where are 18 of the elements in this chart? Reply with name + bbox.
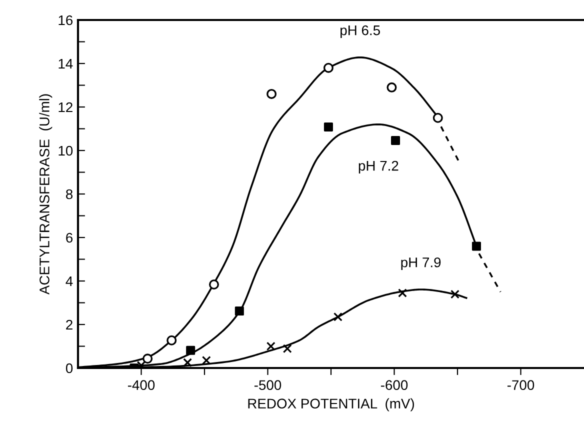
- y-tick-label: 16: [58, 15, 73, 26]
- y-tick-label: 0: [66, 363, 73, 374]
- y-tick-label: 2: [66, 320, 72, 330]
- series-label: pH 6.5: [340, 25, 380, 38]
- y-tick-label: 14: [58, 58, 73, 69]
- x-tick-label: -600: [380, 380, 408, 390]
- y-tick-label: 6: [66, 232, 73, 243]
- y-tick-label: 12: [58, 102, 72, 112]
- series-label: pH 7.9: [401, 257, 441, 270]
- x-tick-label: -400: [128, 380, 155, 390]
- y-axis-title: ACETYLTRANSFERASE (U/ml): [39, 94, 52, 295]
- text: pH 7.2: [358, 160, 398, 174]
- x-tick-label: -700: [507, 380, 534, 390]
- x-axis-title: REDOX POTENTIAL (mV): [248, 398, 414, 412]
- y-tick-label: 10: [58, 146, 73, 156]
- x-tick-label: -500: [254, 380, 282, 390]
- y-tick-label: 8: [66, 189, 73, 200]
- y-tick-label: 4: [66, 276, 73, 286]
